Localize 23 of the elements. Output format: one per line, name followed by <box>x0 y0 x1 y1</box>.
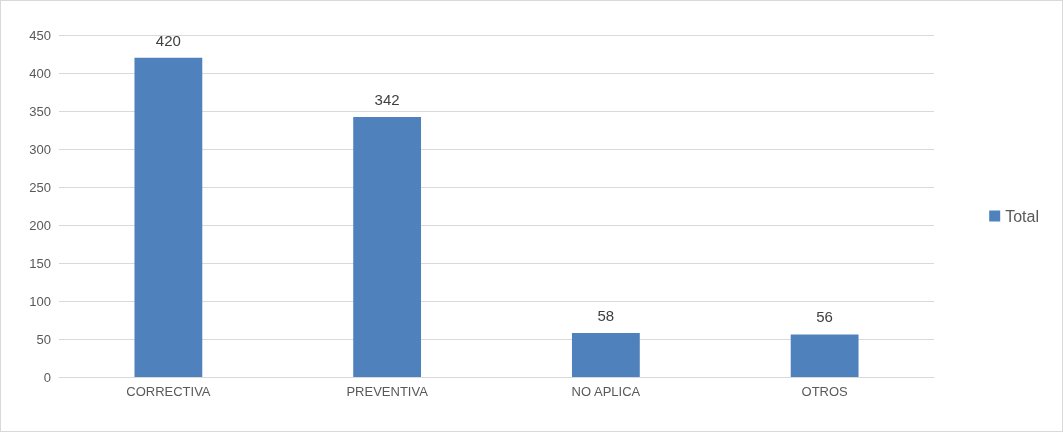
y-tick-label: 450 <box>29 27 51 43</box>
data-label: 58 <box>597 306 615 324</box>
data-label: 56 <box>816 308 833 326</box>
y-tick-label: 400 <box>29 65 51 81</box>
y-tick-label: 300 <box>29 141 51 157</box>
bar <box>790 334 859 377</box>
x-tick-label: OTROS <box>801 384 849 399</box>
x-tick-label: PREVENTIVA <box>346 384 429 399</box>
legend-label: Total <box>1005 207 1039 225</box>
data-label: 420 <box>155 31 181 49</box>
y-tick-label: 50 <box>36 331 51 347</box>
x-tick-label: CORRECTIVA <box>126 384 211 399</box>
y-tick-label: 100 <box>29 293 51 309</box>
y-tick-label: 200 <box>29 217 51 233</box>
y-tick-label: 250 <box>29 179 51 195</box>
data-label: 342 <box>374 91 400 109</box>
bar <box>571 332 640 377</box>
x-tick-label: NO APLICA <box>571 384 641 399</box>
y-tick-label: 0 <box>43 369 51 385</box>
bar <box>134 57 203 377</box>
bar <box>353 117 422 377</box>
y-tick-label: 150 <box>29 255 51 271</box>
y-tick-label: 350 <box>29 103 51 119</box>
